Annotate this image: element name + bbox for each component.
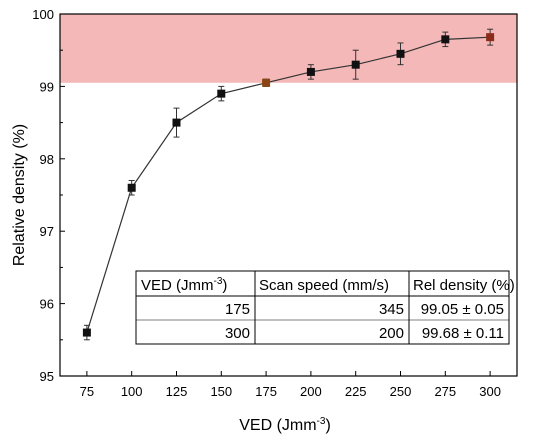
info-table: VED (Jmm-3) Scan speed (mm/s) Rel densit… [135, 270, 515, 345]
table-cell-ved: 300 [225, 325, 250, 342]
table-cell-density: 99.68 ± 0.11 [422, 325, 504, 342]
data-point [351, 60, 360, 69]
x-axis: 75 100 125 150 175 200 225 250 275 300 [80, 371, 501, 399]
data-point [486, 33, 495, 42]
x-tick-label: 150 [210, 384, 232, 399]
table-cell-speed: 345 [379, 301, 404, 318]
x-tick-label: 100 [121, 384, 143, 399]
table-cell-ved: 175 [225, 301, 250, 318]
table-header-scan-speed: Scan speed (mm/s) [259, 277, 389, 294]
y-tick-label: 95 [40, 369, 54, 384]
y-tick-label: 97 [40, 224, 54, 239]
x-tick-label: 200 [300, 384, 322, 399]
data-point [127, 183, 136, 192]
data-point [441, 35, 450, 44]
table-header-rel-density: Rel density (%) [413, 277, 515, 294]
x-tick-label: 275 [434, 384, 456, 399]
table-cell-density: 99.05 ± 0.05 [421, 301, 504, 318]
data-point [306, 67, 315, 76]
y-axis-title: Relative density (%) [11, 124, 28, 266]
data-point [217, 89, 226, 98]
x-tick-label: 250 [390, 384, 412, 399]
y-tick-label: 100 [32, 7, 54, 22]
data-point [396, 49, 405, 58]
x-axis-title: VED (Jmm-3) [239, 416, 331, 434]
data-point [82, 328, 91, 337]
data-points [82, 33, 495, 337]
x-tick-label: 75 [80, 384, 94, 399]
x-tick-label: 125 [166, 384, 188, 399]
table-cell-speed: 200 [379, 325, 404, 342]
y-tick-label: 96 [40, 297, 54, 312]
x-tick-label: 175 [255, 384, 277, 399]
table-header-ved: VED (Jmm-3) [141, 276, 227, 294]
x-tick-label: 225 [345, 384, 367, 399]
y-tick-label: 98 [40, 152, 54, 167]
y-axis: 95 96 97 98 99 100 [32, 7, 65, 384]
y-tick-label: 99 [40, 79, 54, 94]
shaded-band [60, 14, 517, 83]
table-border [135, 270, 510, 345]
x-tick-label: 300 [479, 384, 501, 399]
data-point [172, 118, 181, 127]
series-line [86, 36, 491, 333]
data-point [262, 78, 271, 87]
